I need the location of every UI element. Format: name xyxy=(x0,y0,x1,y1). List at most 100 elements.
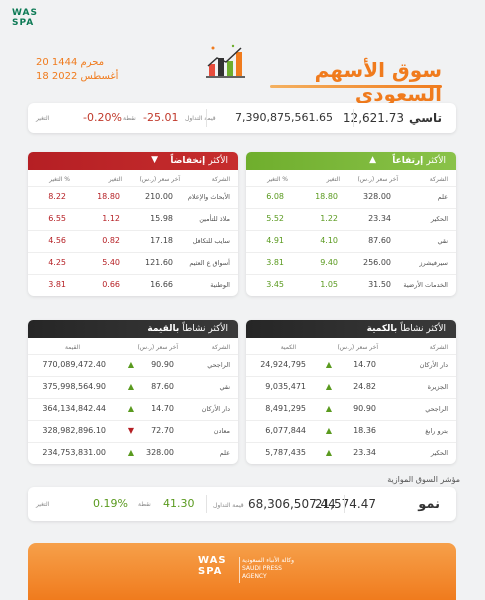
row-company: سايب للتكافل xyxy=(192,237,230,245)
row-price: 23.34 xyxy=(353,448,376,457)
row-price: 16.66 xyxy=(150,280,173,289)
row-company: ملاذ للتأمين xyxy=(199,215,230,223)
spa-logo: WAS SPA xyxy=(12,8,38,28)
row-price: 31.50 xyxy=(368,280,391,289)
divider xyxy=(206,495,207,513)
row-volume: 6,077,844 xyxy=(265,426,306,435)
nomu-card: نمو 21,574.47 68,306,507.44 قيمة التداول… xyxy=(28,487,456,521)
row-company: دار الأركان xyxy=(201,405,230,413)
col-change: التغير xyxy=(326,176,340,183)
most-active-volume-table: الأكثر نشاطاً بالكمية الشركة آخر سعر (ر.… xyxy=(246,320,456,464)
col-pct: التغير % xyxy=(267,176,288,183)
row-value: 234,753,831.00 xyxy=(42,448,106,457)
volume-title-bold: بالكمية xyxy=(366,324,398,334)
losers-table: الأكثر إنخفاضاً ▼ الشركة آخر سعر (ر.س) ا… xyxy=(28,152,238,296)
col-value: القيمة xyxy=(64,344,80,351)
gainers-table: الأكثر إرتفاعاً ▲ الشركة آخر سعر (ر.س) ا… xyxy=(246,152,456,296)
col-company: الشركة xyxy=(429,344,448,351)
volume-header: الأكثر نشاطاً بالكمية xyxy=(246,320,456,338)
losers-column-headers: الشركة آخر سعر (ر.س) التغير التغير % xyxy=(28,174,238,186)
row-company: نقي xyxy=(219,383,230,391)
divider xyxy=(344,495,345,513)
nomu-change-value: 0.19% xyxy=(93,497,128,510)
table-row: الحكير 23.34 ▲ 5,787,435 xyxy=(246,442,456,461)
row-price: 15.98 xyxy=(150,214,173,223)
row-company: أسواق ع العثيم xyxy=(189,259,230,267)
agency-name-en-2: AGENCY xyxy=(242,573,267,580)
up-arrow-icon: ▲ xyxy=(325,404,332,413)
agency-name-en-1: SAUDI PRESS xyxy=(242,565,282,572)
table-row: ملاذ للتأمين 15.98 1.12 6.55 xyxy=(28,208,238,227)
gainers-header: الأكثر إرتفاعاً ▲ xyxy=(246,152,456,170)
row-change: 5.40 xyxy=(102,258,120,267)
row-price: 121.60 xyxy=(145,258,173,267)
col-price: آخر سعر (ر.س) xyxy=(139,176,180,183)
col-company: الشركة xyxy=(211,344,230,351)
row-change: 1.22 xyxy=(320,214,338,223)
hijri-date: 20 محرم 1444 xyxy=(36,57,105,68)
row-company: بترو رابغ xyxy=(425,427,448,435)
row-price: 17.18 xyxy=(150,236,173,245)
row-price: 72.70 xyxy=(151,426,174,435)
row-company: الراجحي xyxy=(207,361,230,369)
tasi-change-value: -0.20% xyxy=(83,111,122,124)
row-price: 210.00 xyxy=(145,192,173,201)
row-price: 90.90 xyxy=(151,360,174,369)
up-arrow-icon: ▲ xyxy=(127,382,134,391)
row-price: 87.60 xyxy=(368,236,391,245)
value-title-prefix: الأكثر نشاطاً xyxy=(182,324,228,334)
row-company: نقي xyxy=(437,237,448,245)
divider xyxy=(239,557,240,583)
divider xyxy=(206,109,207,127)
row-change: 18.80 xyxy=(97,192,120,201)
row-price: 328.00 xyxy=(363,192,391,201)
nomu-value: 21,574.47 xyxy=(314,497,376,511)
value-title-bold: بالقيمة xyxy=(147,324,180,334)
up-arrow-icon: ▲ xyxy=(325,360,332,369)
table-row: بترو رابغ 18.36 ▲ 6,077,844 xyxy=(246,420,456,439)
row-pct: 3.81 xyxy=(266,258,284,267)
row-company: معادن xyxy=(213,427,230,435)
table-row: سيرفيشرز 256.00 9.40 3.81 xyxy=(246,252,456,271)
row-value: 328,982,896.10 xyxy=(42,426,106,435)
table-row: نقي 87.60 4.10 4.91 xyxy=(246,230,456,249)
table-row: الجزيرة 24.82 ▲ 9,035,471 xyxy=(246,376,456,395)
most-active-value-table: الأكثر نشاطاً بالقيمة الشركة آخر سعر (ر.… xyxy=(28,320,238,464)
table-row: الأبحاث والإعلام 210.00 18.80 8.22 xyxy=(28,186,238,205)
row-price: 14.70 xyxy=(151,404,174,413)
row-company: علم xyxy=(219,449,230,457)
row-pct: 4.91 xyxy=(266,236,284,245)
row-company: دار الأركان xyxy=(419,361,448,369)
tasi-turnover-label: قيمة التداول xyxy=(185,115,216,122)
row-company: الوطنية xyxy=(210,281,230,289)
down-arrow-icon: ▼ xyxy=(127,426,134,435)
row-company: الحكير xyxy=(430,449,448,457)
value-column-headers: الشركة آخر سعر (ر.س) القيمة xyxy=(28,342,238,354)
table-row: سايب للتكافل 17.18 0.82 4.56 xyxy=(28,230,238,249)
col-pct: التغير % xyxy=(49,176,70,183)
tasi-turnover-value: 7,390,875,561.65 xyxy=(235,111,333,124)
value-header: الأكثر نشاطاً بالقيمة xyxy=(28,320,238,338)
nomu-points-value: 41.30 xyxy=(163,497,195,510)
up-arrow-icon: ▲ xyxy=(325,382,332,391)
tasi-points-label: نقطة xyxy=(123,115,136,122)
row-price: 90.90 xyxy=(353,404,376,413)
nomu-change-label: التغير xyxy=(36,501,50,508)
table-row: الخدمات الأرضية 31.50 1.05 3.45 xyxy=(246,274,456,293)
row-pct: 8.22 xyxy=(48,192,66,201)
table-row: الراجحي 90.90 ▲ 770,089,472.40 xyxy=(28,354,238,373)
row-company: الراجحي xyxy=(425,405,448,413)
table-row: الوطنية 16.66 0.66 3.81 xyxy=(28,274,238,293)
losers-title-prefix: الأكثر xyxy=(208,156,228,166)
row-volume: 5,787,435 xyxy=(265,448,306,457)
gregorian-date: 18 أغسطس 2022 xyxy=(36,71,119,82)
col-price: آخر سعر (ر.س) xyxy=(357,176,398,183)
row-change: 4.10 xyxy=(320,236,338,245)
row-volume: 9,035,471 xyxy=(265,382,306,391)
parallel-market-label: مؤشر السوق الموازية xyxy=(387,475,460,484)
row-value: 364,134,842.44 xyxy=(42,404,106,413)
col-company: الشركة xyxy=(429,176,448,183)
row-price: 23.34 xyxy=(368,214,391,223)
title-underline xyxy=(270,85,442,88)
row-change: 1.12 xyxy=(102,214,120,223)
